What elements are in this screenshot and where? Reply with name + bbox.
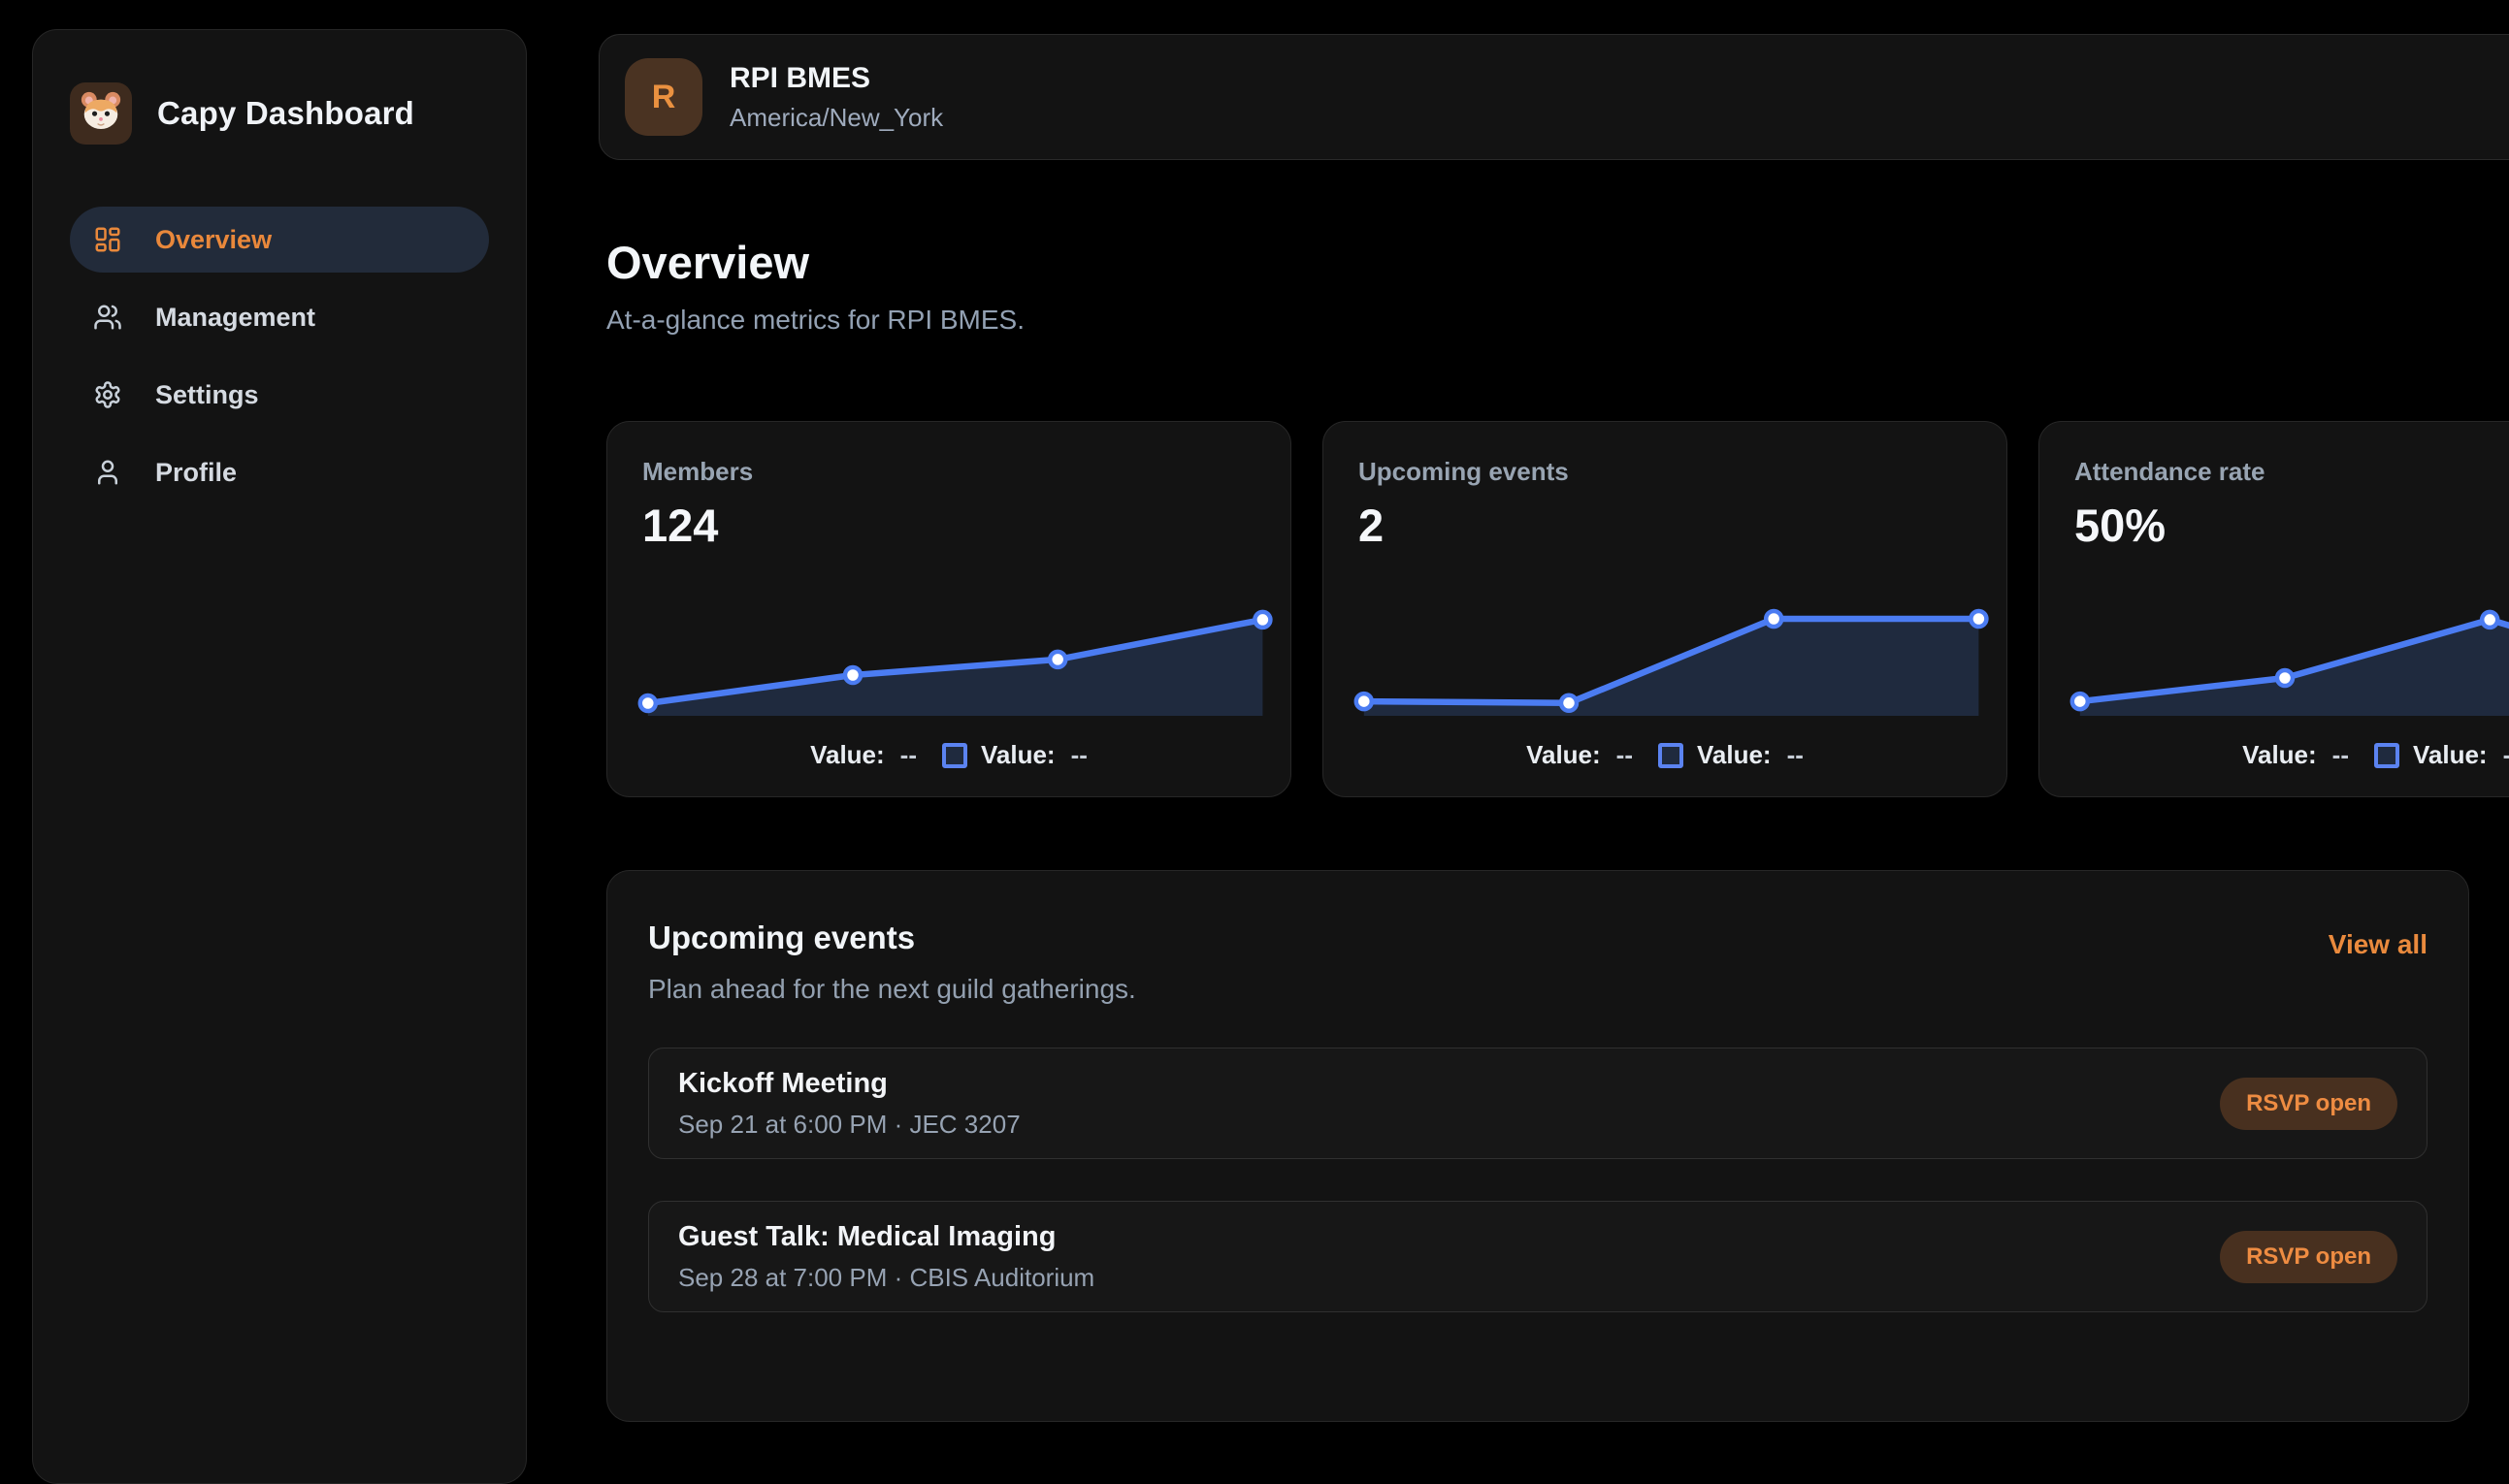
event-text: Kickoff Meeting Sep 21 at 6:00 PM · JEC … bbox=[678, 1068, 1021, 1140]
legend-value: -- bbox=[899, 740, 917, 769]
event-row-guest-talk[interactable]: Guest Talk: Medical Imaging Sep 28 at 7:… bbox=[648, 1201, 2428, 1312]
legend-swatch bbox=[1658, 742, 1683, 768]
sidebar-item-label: Profile bbox=[155, 457, 238, 487]
legend-label: Value: bbox=[2242, 740, 2317, 769]
event-details: Sep 28 at 7:00 PM · CBIS Auditorium bbox=[678, 1262, 1095, 1292]
metric-label: Attendance rate bbox=[2074, 457, 2265, 486]
sidebar-nav: Overview Management Settings bbox=[70, 207, 489, 505]
legend-label: Value: bbox=[2413, 740, 2488, 769]
sidebar-item-profile[interactable]: Profile bbox=[70, 439, 489, 505]
app-logo bbox=[70, 82, 132, 145]
sidebar-item-overview[interactable]: Overview bbox=[70, 207, 489, 273]
rsvp-status-badge: RSVP open bbox=[2220, 1077, 2397, 1130]
sidebar-item-settings[interactable]: Settings bbox=[70, 362, 489, 428]
chart-legend: Value: -- Value: -- bbox=[1347, 740, 1983, 770]
events-header-text: Upcoming events Plan ahead for the next … bbox=[648, 912, 1136, 1005]
metric-card-attendance-rate: Attendance rate 50% Value: -- Value: -- bbox=[2038, 421, 2509, 797]
guild-name: RPI BMES bbox=[730, 61, 871, 94]
users-icon bbox=[93, 303, 122, 332]
events-subtitle: Plan ahead for the next guild gatherings… bbox=[648, 974, 1136, 1004]
event-list: Kickoff Meeting Sep 21 at 6:00 PM · JEC … bbox=[648, 1048, 2428, 1312]
sparkline-chart bbox=[1347, 593, 1989, 719]
metric-value: 2 bbox=[1358, 500, 1385, 551]
sidebar-item-label: Settings bbox=[155, 379, 259, 409]
event-name: Kickoff Meeting bbox=[678, 1067, 888, 1099]
page-head: Overview At-a-glance metrics for RPI BME… bbox=[606, 236, 1025, 336]
upcoming-events-card: Upcoming events Plan ahead for the next … bbox=[606, 870, 2469, 1422]
event-name: Guest Talk: Medical Imaging bbox=[678, 1220, 1057, 1252]
sidebar-item-management[interactable]: Management bbox=[70, 284, 489, 350]
events-title: Upcoming events bbox=[648, 919, 916, 955]
page-title: Overview bbox=[606, 237, 810, 288]
legend-swatch bbox=[2374, 742, 2399, 768]
layout-grid-icon bbox=[93, 225, 122, 254]
legend-swatch bbox=[942, 742, 967, 768]
event-text: Guest Talk: Medical Imaging Sep 28 at 7:… bbox=[678, 1221, 1094, 1293]
sidebar: Capy Dashboard Overview Management bbox=[32, 29, 527, 1484]
chart-legend: Value: -- Value: -- bbox=[631, 740, 1267, 770]
hamster-icon bbox=[79, 89, 123, 139]
legend-item: Value: -- bbox=[2242, 740, 2349, 770]
legend-label: Value: bbox=[981, 740, 1056, 769]
metric-value: 124 bbox=[642, 500, 719, 551]
guild-info: RPI BMES America/New_York bbox=[730, 62, 943, 133]
metric-card-members: Members 124 Value: -- Value: -- bbox=[606, 421, 1291, 797]
rsvp-status-badge: RSVP open bbox=[2220, 1230, 2397, 1283]
legend-value: -- bbox=[1070, 740, 1088, 769]
legend-value: -- bbox=[2503, 740, 2509, 770]
guild-avatar: R bbox=[625, 58, 702, 136]
legend-item: Value: -- bbox=[2374, 740, 2509, 770]
legend-item: Value: -- bbox=[942, 740, 1088, 770]
legend-label: Value: bbox=[1526, 740, 1601, 769]
legend-item: Value: -- bbox=[810, 740, 917, 770]
metric-cards-row: Members 124 Value: -- Value: -- Upcoming… bbox=[606, 421, 2509, 797]
sparkline-chart bbox=[631, 593, 1273, 719]
legend-item: Value: -- bbox=[1658, 740, 1804, 770]
chart-legend: Value: -- Value: -- bbox=[2063, 740, 2509, 770]
legend-item: Value: -- bbox=[1526, 740, 1633, 770]
legend-label: Value: bbox=[810, 740, 885, 769]
metric-card-upcoming-events: Upcoming events 2 Value: -- Value: -- bbox=[1322, 421, 2007, 797]
event-details: Sep 21 at 6:00 PM · JEC 3207 bbox=[678, 1109, 1021, 1139]
guild-header: R RPI BMES America/New_York bbox=[599, 34, 2509, 160]
metric-label: Members bbox=[642, 457, 754, 486]
brand: Capy Dashboard bbox=[70, 82, 489, 145]
view-all-link[interactable]: View all bbox=[2328, 929, 2428, 959]
sidebar-item-label: Management bbox=[155, 302, 316, 332]
metric-value: 50% bbox=[2074, 500, 2167, 551]
metric-label: Upcoming events bbox=[1358, 457, 1569, 486]
gear-icon bbox=[93, 380, 122, 409]
legend-label: Value: bbox=[1697, 740, 1772, 769]
events-header: Upcoming events Plan ahead for the next … bbox=[648, 912, 2428, 1005]
sidebar-item-label: Overview bbox=[155, 224, 273, 254]
legend-value: -- bbox=[1786, 740, 1804, 769]
guild-timezone: America/New_York bbox=[730, 102, 944, 132]
legend-value: -- bbox=[1615, 740, 1633, 769]
legend-value: -- bbox=[2331, 740, 2349, 769]
event-row-kickoff-meeting[interactable]: Kickoff Meeting Sep 21 at 6:00 PM · JEC … bbox=[648, 1048, 2428, 1159]
app-title: Capy Dashboard bbox=[157, 95, 415, 131]
page-subtitle: At-a-glance metrics for RPI BMES. bbox=[606, 305, 1026, 335]
sparkline-chart bbox=[2063, 593, 2509, 719]
user-icon bbox=[93, 458, 122, 487]
